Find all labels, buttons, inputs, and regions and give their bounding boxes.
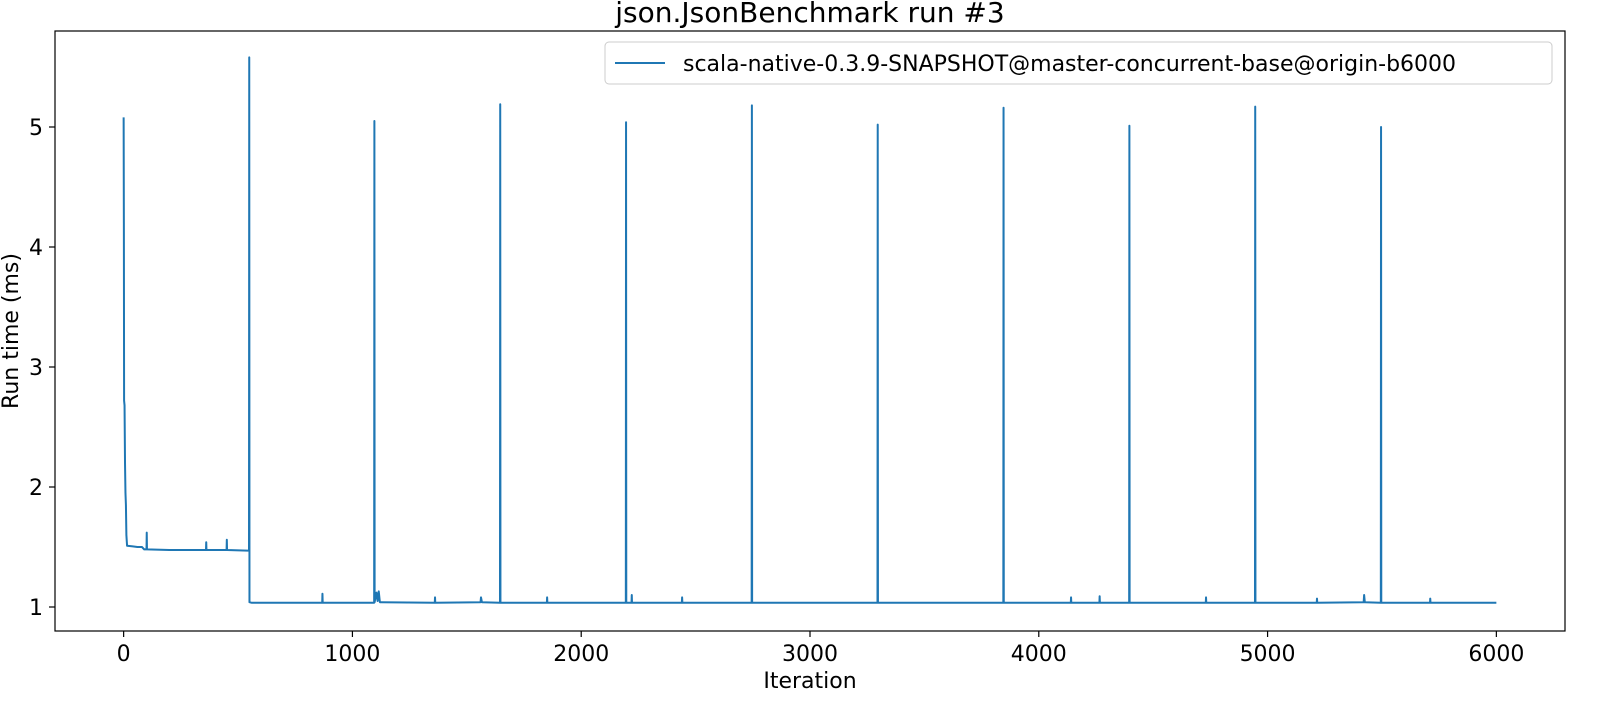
y-tick-label: 2 xyxy=(29,476,43,501)
y-axis-label: Run time (ms) xyxy=(0,253,24,409)
y-tick-label: 1 xyxy=(29,596,43,621)
series-line-0 xyxy=(122,56,1497,604)
legend-label: scala-native-0.3.9-SNAPSHOT@master-concu… xyxy=(683,52,1456,77)
ticks-layer: 0 1000 2000 3000 4000 5000 6000 1 2 3 4 5 xyxy=(29,116,1524,667)
plot-background xyxy=(55,31,1565,631)
x-tick-label: 5000 xyxy=(1240,642,1296,667)
x-tick-label: 6000 xyxy=(1468,642,1524,667)
series-layer xyxy=(122,56,1497,604)
x-tick-label: 3000 xyxy=(782,642,838,667)
chart-title: json.JsonBenchmark run #3 xyxy=(614,0,1004,29)
y-tick-label: 3 xyxy=(29,356,43,381)
x-tick-label: 1000 xyxy=(324,642,380,667)
x-tick-label: 4000 xyxy=(1011,642,1067,667)
y-tick-label: 5 xyxy=(29,116,43,141)
x-axis-label: Iteration xyxy=(763,669,856,694)
y-tick-label: 4 xyxy=(29,236,43,261)
x-tick-label: 0 xyxy=(117,642,131,667)
legend-box xyxy=(604,41,1553,85)
legend: scala-native-0.3.9-SNAPSHOT@master-concu… xyxy=(604,41,1553,85)
x-tick-label: 2000 xyxy=(553,642,609,667)
